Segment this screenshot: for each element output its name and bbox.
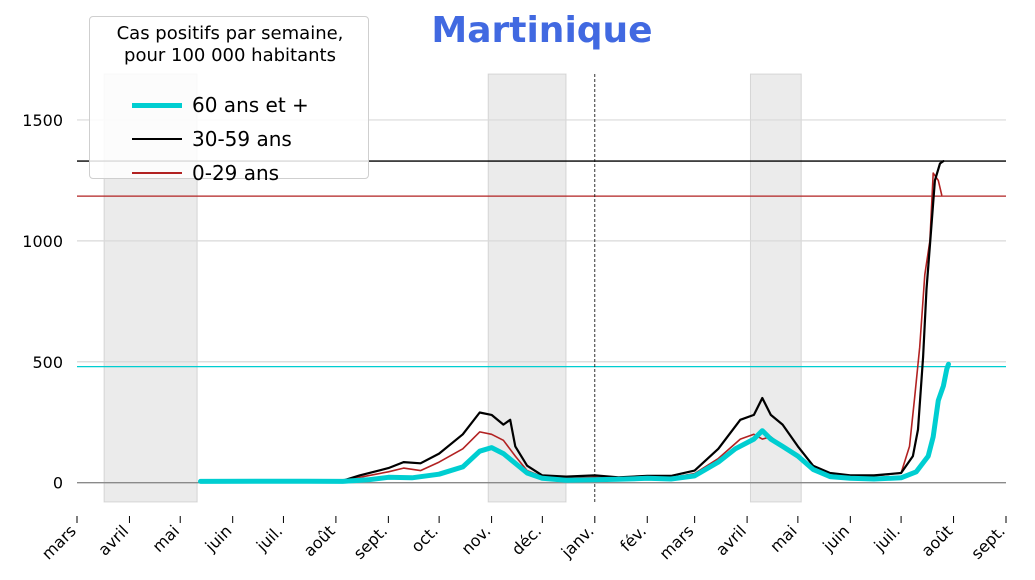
y-tick-label-1500: 1500 xyxy=(22,111,63,130)
x-tick-label-9: nov. xyxy=(457,521,494,558)
legend-label-30-59: 30-59 ans xyxy=(192,127,292,151)
legend-label-60-plus: 60 ans et + xyxy=(192,93,309,117)
legend-label-0-29: 0-29 ans xyxy=(192,161,280,185)
x-tick-label-2: avril xyxy=(94,521,132,559)
x-tick-label-3: mai xyxy=(149,521,184,556)
x-tick-label-14: avril xyxy=(712,521,750,559)
x-tick-label-15: mai xyxy=(766,521,801,556)
x-axis: mars avril mai juin juil. août sept. oct. nov. dé… xyxy=(38,516,1009,563)
series-line-1 xyxy=(198,361,951,484)
x-tick-label-8: oct. xyxy=(407,521,442,556)
shaded-period-2 xyxy=(487,73,567,503)
chart-title: Martinique xyxy=(431,10,652,51)
series-lines xyxy=(198,160,951,484)
legend-item-60-plus: 60 ans et + xyxy=(90,91,370,121)
y-axis: 0 500 1000 1500 xyxy=(22,111,63,493)
legend-item-30-59: 30-59 ans xyxy=(90,125,370,155)
legend-item-0-29: 0-29 ans xyxy=(90,159,370,189)
series-line-3 xyxy=(199,172,943,483)
series-line-2 xyxy=(199,160,945,483)
legend-title-line-1: Cas positifs par semaine, xyxy=(116,23,344,44)
legend: Cas positifs par semaine, pour 100 000 ha… xyxy=(89,16,370,185)
x-tick-label-12: fév. xyxy=(616,521,650,555)
x-tick-label-16: juin xyxy=(818,521,853,556)
legend-swatch-60-plus xyxy=(132,102,182,108)
legend-title: Cas positifs par semaine, pour 100 000 ha… xyxy=(90,23,370,67)
x-tick-label-11: janv. xyxy=(557,521,598,562)
x-tick-label-4: juin xyxy=(201,521,236,556)
x-tick-label-10: déc. xyxy=(508,521,545,558)
y-tick-label-1000: 1000 xyxy=(22,232,63,251)
x-tick-label-1: mars xyxy=(38,521,80,563)
legend-swatch-0-29 xyxy=(132,172,182,174)
y-tick-label-0: 0 xyxy=(53,474,63,493)
legend-title-line-2: pour 100 000 habitants xyxy=(124,45,336,66)
x-tick-label-6: août xyxy=(300,521,339,560)
x-tick-label-19: sept. xyxy=(967,521,1009,563)
legend-swatch-30-59 xyxy=(132,137,182,141)
x-tick-label-13: mars xyxy=(656,521,698,563)
y-tick-label-500: 500 xyxy=(32,353,63,372)
x-tick-label-18: août xyxy=(917,521,956,560)
x-tick-label-17: juil. xyxy=(870,521,904,555)
x-tick-label-5: juil. xyxy=(252,521,286,555)
x-tick-label-7: sept. xyxy=(350,521,392,563)
